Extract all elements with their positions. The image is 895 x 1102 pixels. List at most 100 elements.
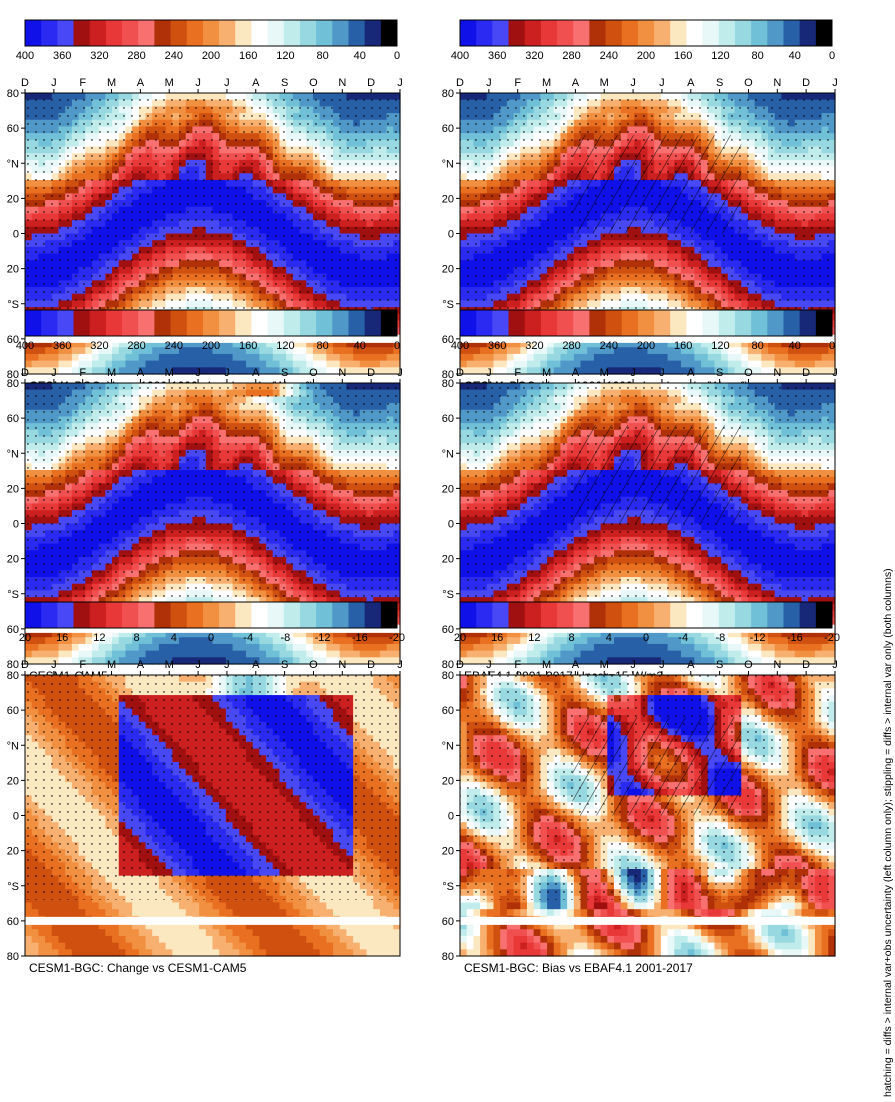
- y-tick-label: 20: [7, 264, 19, 276]
- colorbar-swatch: [621, 20, 639, 46]
- colorbar-swatch: [589, 310, 606, 336]
- ocean-gap-band: [460, 916, 835, 925]
- colorbar-swatch: [686, 602, 703, 628]
- colorbar-swatch: [299, 602, 317, 628]
- y-tick-label: 0: [13, 229, 19, 241]
- y-tick-label: 80: [7, 659, 19, 671]
- colorbar-label: 360: [488, 50, 506, 62]
- y-tick-label: 80: [442, 369, 454, 381]
- ocean-gap-band: [460, 624, 835, 633]
- x-tick-label: D: [367, 77, 375, 89]
- x-tick-label: A: [137, 77, 145, 89]
- x-tick-label: F: [79, 77, 86, 89]
- colorbar-swatch: [89, 310, 107, 336]
- colorbar-label: 80: [316, 340, 328, 352]
- colorbar-swatch: [105, 20, 123, 46]
- colorbar-swatch: [573, 602, 590, 628]
- colorbar-label: 0: [643, 632, 649, 644]
- x-tick-label: A: [252, 367, 260, 379]
- y-tick-label: 80: [7, 369, 19, 381]
- colorbar-swatch: [202, 20, 220, 46]
- colorbar-label: 160: [239, 340, 257, 352]
- colorbar-label: 400: [451, 340, 469, 352]
- x-tick-label: J: [486, 77, 492, 89]
- x-tick-label: N: [773, 77, 781, 89]
- y-tick-label: 20: [442, 483, 454, 495]
- colorbar-label: 200: [202, 340, 220, 352]
- x-tick-label: O: [309, 77, 318, 89]
- y-tick-label: 0: [13, 519, 19, 531]
- colorbar-swatch: [654, 310, 671, 336]
- x-tick-label: D: [21, 659, 29, 671]
- x-tick-label: A: [687, 77, 695, 89]
- y-tick-label: 60: [442, 123, 454, 135]
- colorbar-swatch: [170, 20, 188, 46]
- x-tick-label: J: [832, 77, 838, 89]
- panel-title: CESM1-BGC: Bias vs EBAF4.1 2001-2017: [464, 961, 693, 975]
- colorbar-label: 280: [127, 340, 145, 352]
- colorbar: 20 16 12 8 4 0 -4 -8 -12 -16 -20: [19, 601, 405, 644]
- colorbar-label: -8: [281, 632, 291, 644]
- y-tick-label: 20: [442, 775, 454, 787]
- y-tick-label: °N: [442, 158, 454, 170]
- x-tick-label: S: [716, 659, 723, 671]
- colorbar-swatch: [202, 310, 220, 336]
- x-tick-label: O: [744, 367, 753, 379]
- y-tick-label: 20: [7, 775, 19, 787]
- colorbar-label: 240: [600, 340, 618, 352]
- colorbar-label: -12: [315, 632, 331, 644]
- colorbar-label: 16: [491, 632, 503, 644]
- colorbar-label: 80: [316, 50, 328, 62]
- colorbar-label: 360: [488, 340, 506, 352]
- y-tick-label: 20: [7, 193, 19, 205]
- x-tick-label: M: [542, 659, 551, 671]
- colorbar-swatch: [654, 20, 671, 46]
- y-tick-label: 0: [448, 229, 454, 241]
- y-tick-label: 60: [7, 624, 19, 636]
- y-tick-label: 80: [7, 951, 19, 963]
- x-tick-label: N: [773, 659, 781, 671]
- colorbar-label: 20: [454, 632, 466, 644]
- x-tick-label: D: [802, 659, 810, 671]
- colorbar-label: 160: [674, 50, 692, 62]
- x-tick-label: F: [514, 367, 521, 379]
- colorbar-label: 80: [751, 50, 763, 62]
- panel-middle-right: DJFMAMJJASONDJ8060°N20020°S6080CESM1-CAM…: [7, 367, 403, 683]
- colorbar-swatch: [154, 602, 171, 628]
- x-tick-label: D: [802, 367, 810, 379]
- colorbar-swatch: [702, 310, 720, 336]
- x-tick-label: S: [281, 659, 288, 671]
- x-tick-label: M: [600, 77, 609, 89]
- y-tick-label: °S: [7, 299, 19, 311]
- colorbar-label: 400: [451, 50, 469, 62]
- x-tick-label: J: [51, 77, 57, 89]
- colorbar-swatch: [73, 20, 91, 46]
- colorbar-label: 0: [829, 50, 835, 62]
- colorbar-label: 200: [637, 340, 655, 352]
- colorbar-swatch: [138, 602, 155, 628]
- panel-title: CESM1-BGC: Change vs CESM1-CAM5: [29, 961, 247, 975]
- x-tick-label: J: [397, 367, 403, 379]
- colorbar-label: 8: [569, 632, 575, 644]
- colorbar-swatch: [186, 20, 204, 46]
- colorbar-swatch: [524, 20, 542, 46]
- colorbar: 400 360 320 280 240 200 160 120 80 40 0: [16, 19, 400, 62]
- colorbar-swatch: [476, 310, 493, 336]
- y-tick-label: °N: [442, 448, 454, 460]
- colorbar-swatch: [348, 310, 366, 336]
- colorbar-swatch: [540, 20, 558, 46]
- colorbar-label: 160: [674, 340, 692, 352]
- colorbar-swatch: [57, 310, 74, 336]
- y-tick-label: 80: [442, 951, 454, 963]
- colorbar-swatch: [621, 602, 639, 628]
- hatching-overlay: [572, 717, 742, 816]
- colorbar-swatch: [783, 602, 801, 628]
- colorbar-swatch: [267, 602, 285, 628]
- colorbar-frame: [24, 309, 398, 337]
- figure-footnote: hatching = diffs > internal var+obs unce…: [882, 568, 894, 1097]
- colorbar-swatch: [122, 310, 139, 336]
- x-tick-label: J: [630, 77, 636, 89]
- colorbar-swatch: [380, 20, 398, 46]
- colorbar-swatch: [380, 602, 398, 628]
